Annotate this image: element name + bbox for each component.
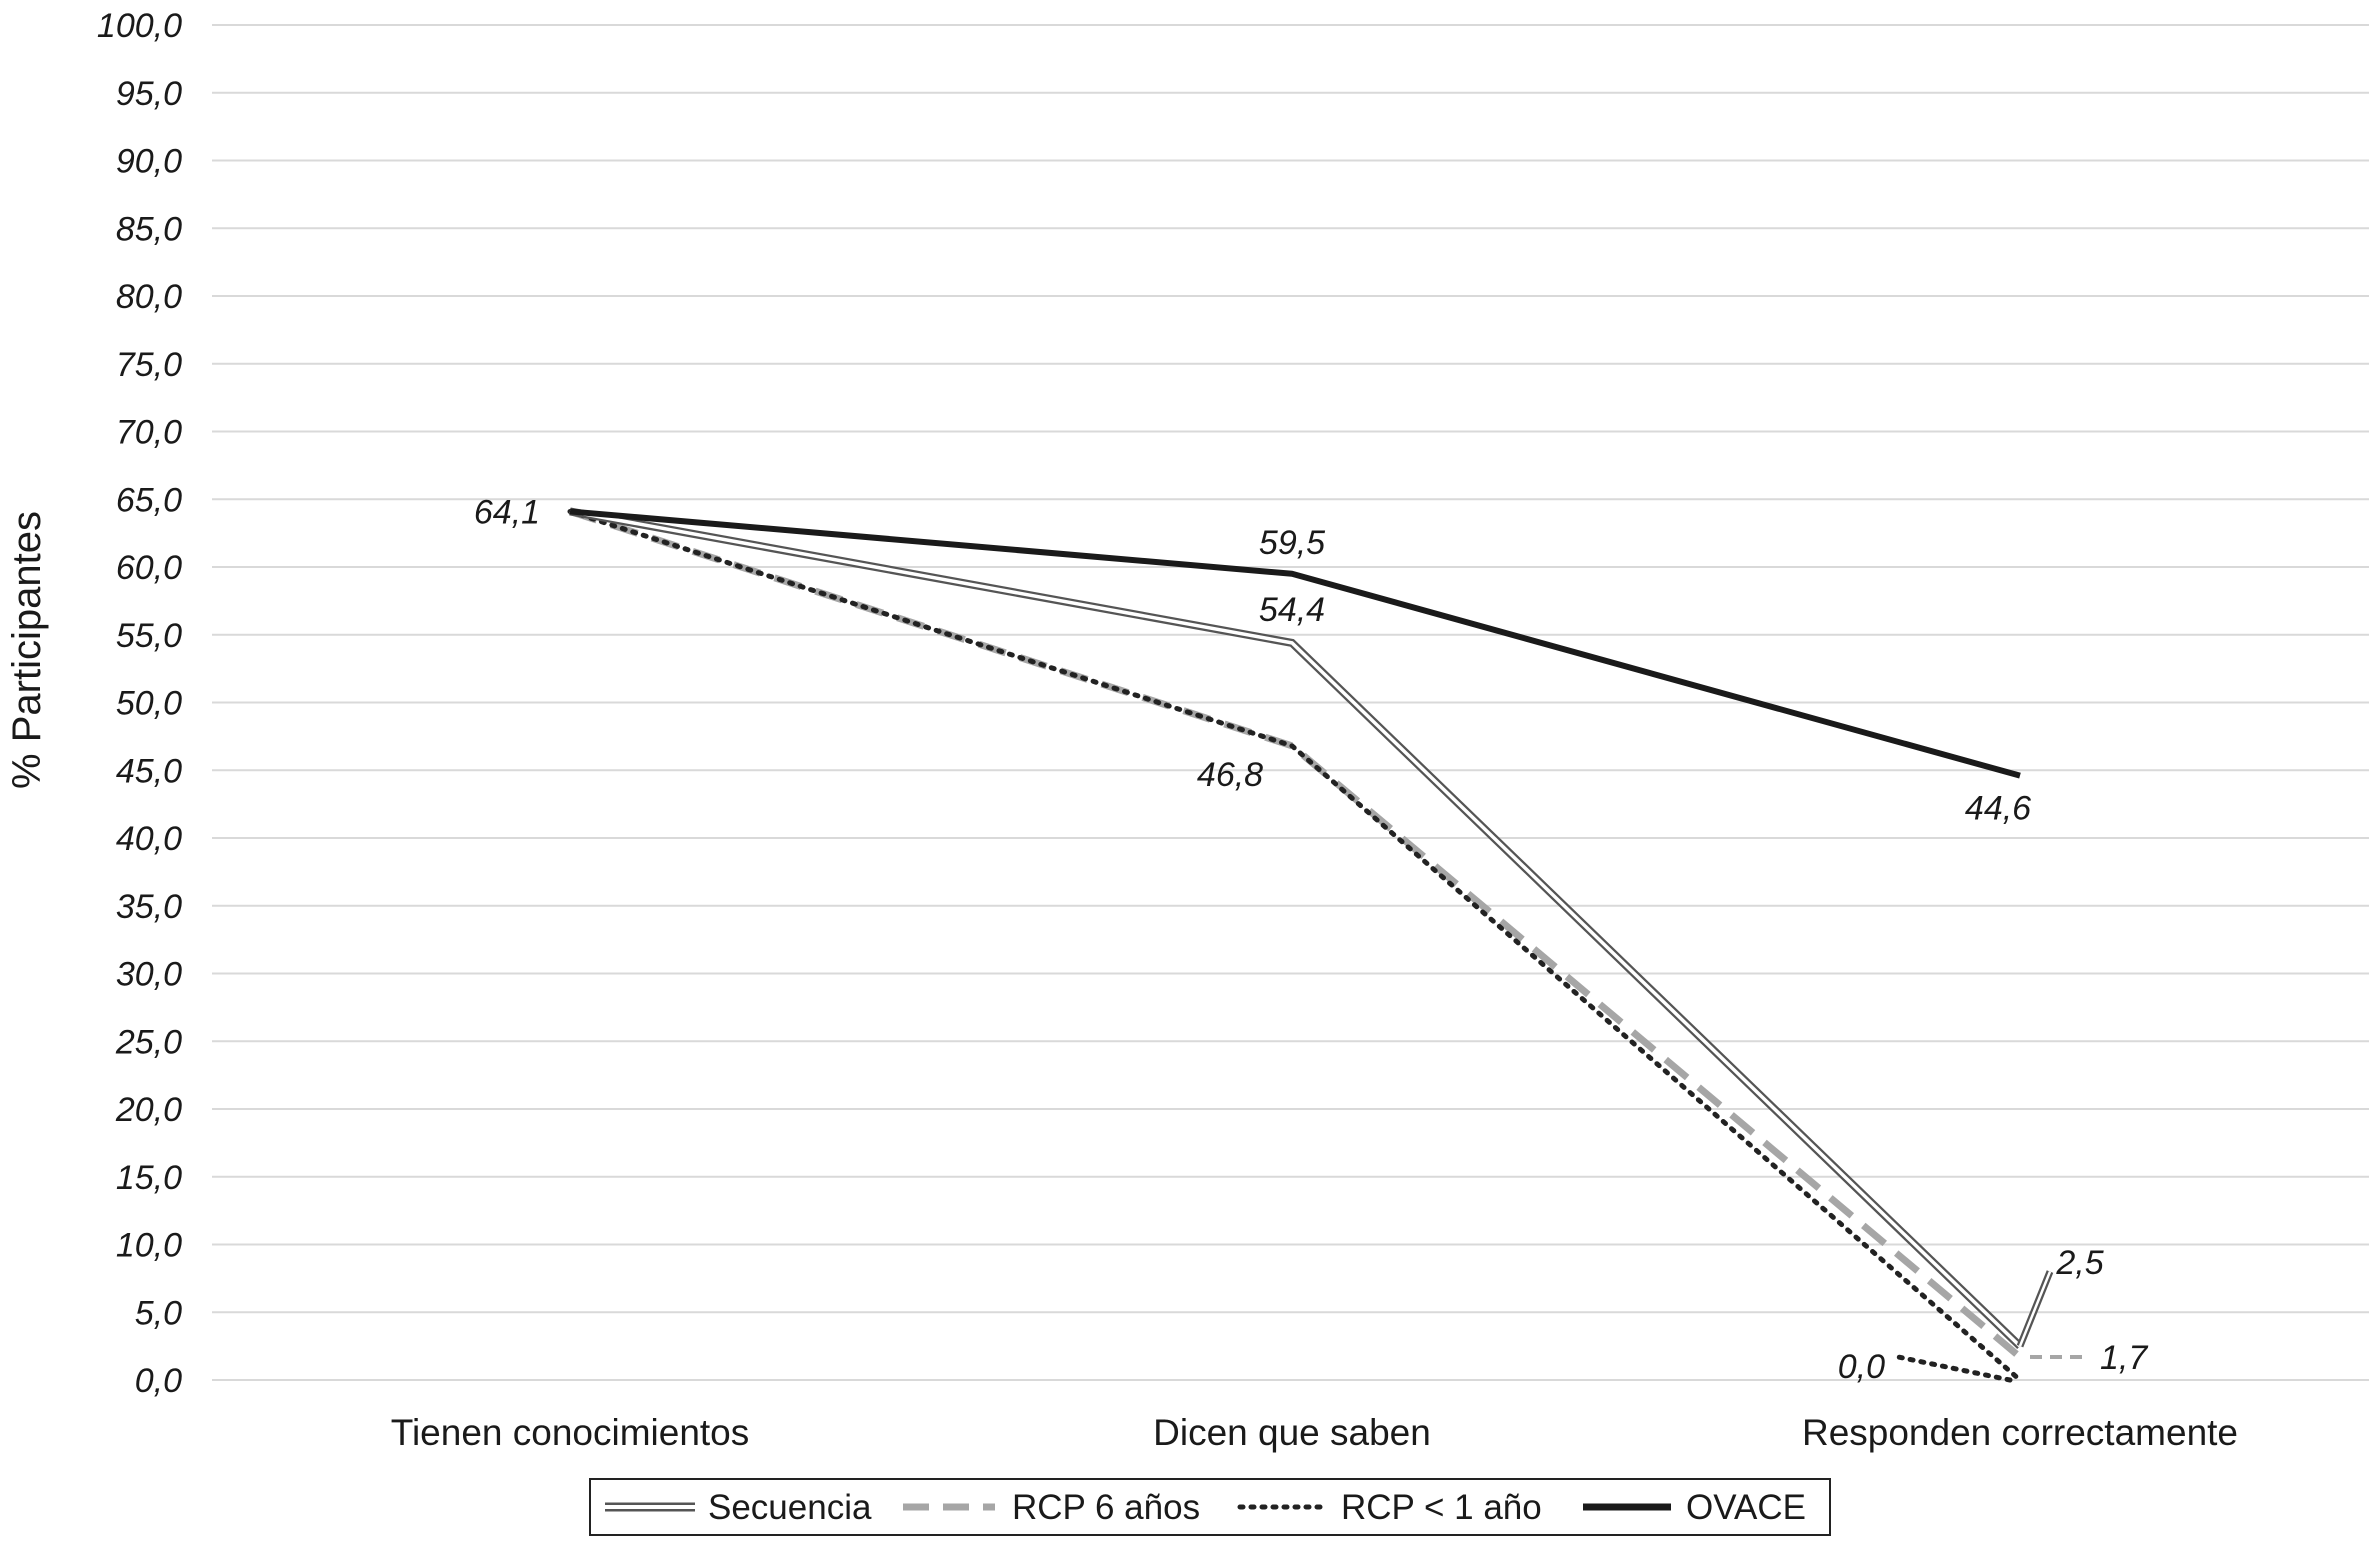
y-axis-ticks: 0,0 5,0 10,0 15,0 20,0 25,0 30,0 35,0 40,0 45,0 50… bbox=[97, 7, 182, 1400]
legend-item-rcp-1: RCP < 1 año bbox=[1237, 1488, 1542, 1527]
x-category-label: Tienen conocimientos bbox=[391, 1412, 750, 1453]
series-line-ovace bbox=[569, 508, 2021, 779]
legend-label-rcp-6: RCP 6 años bbox=[1012, 1488, 1200, 1527]
x-axis-categories: Tienen conocimientos Dicen que saben Respo… bbox=[391, 1412, 2238, 1453]
legend-item-ovace: OVACE bbox=[1583, 1488, 1806, 1527]
y-tick-label: 90,0 bbox=[116, 143, 182, 181]
series-lines bbox=[567, 507, 2090, 1383]
y-tick-label: 100,0 bbox=[97, 7, 182, 45]
series-line-rcp-1-a-o bbox=[567, 508, 2023, 1383]
legend: Secuencia RCP 6 años RCP < 1 año OVACE bbox=[589, 1478, 1831, 1536]
y-tick-label: 40,0 bbox=[116, 820, 182, 858]
y-tick-label: 15,0 bbox=[116, 1159, 182, 1197]
legend-item-rcp-6: RCP 6 años bbox=[903, 1488, 1200, 1527]
y-tick-label: 80,0 bbox=[116, 278, 182, 316]
y-tick-label: 60,0 bbox=[116, 549, 182, 587]
y-tick-label: 65,0 bbox=[116, 481, 182, 519]
y-tick-label: 10,0 bbox=[116, 1227, 182, 1265]
data-label: 64,1 bbox=[474, 493, 540, 531]
y-tick-label: 50,0 bbox=[116, 685, 182, 723]
x-category-label: Dicen que saben bbox=[1153, 1412, 1431, 1453]
series-line-rcp-6-a-os bbox=[568, 508, 2023, 1360]
data-label: 1,7 bbox=[2100, 1339, 2148, 1377]
gridlines bbox=[212, 24, 2369, 1381]
leader-line-secuencia-inner bbox=[2018, 1271, 2052, 1347]
y-tick-label: 25,0 bbox=[115, 1023, 182, 1061]
y-tick-label: 35,0 bbox=[116, 888, 182, 926]
x-category-label: Responden correctamente bbox=[1802, 1412, 2238, 1453]
legend-item-secuencia: Secuencia bbox=[605, 1488, 872, 1527]
y-axis-title: % Participantes bbox=[5, 511, 49, 789]
data-label: 46,8 bbox=[1197, 756, 1263, 794]
y-tick-label: 55,0 bbox=[116, 617, 182, 655]
leader-line-rcp-1 bbox=[1895, 1354, 2013, 1383]
legend-label-rcp-1: RCP < 1 año bbox=[1341, 1488, 1542, 1527]
y-tick-label: 95,0 bbox=[116, 75, 182, 113]
y-tick-label: 0,0 bbox=[135, 1362, 182, 1400]
data-label: 0,0 bbox=[1838, 1348, 1885, 1386]
y-tick-label: 20,0 bbox=[115, 1091, 182, 1129]
data-label: 59,5 bbox=[1259, 524, 1325, 562]
y-tick-label: 5,0 bbox=[135, 1294, 182, 1332]
data-labels: 64,1 59,5 54,4 46,8 44,6 2,5 1,7 0,0 bbox=[474, 493, 2149, 1386]
legend-label-secuencia: Secuencia bbox=[708, 1488, 872, 1527]
data-label: 44,6 bbox=[1965, 790, 2031, 828]
y-tick-label: 75,0 bbox=[116, 346, 182, 384]
series-line-secuencia bbox=[569, 507, 2023, 1350]
data-label: 2,5 bbox=[2055, 1244, 2103, 1282]
y-tick-label: 70,0 bbox=[116, 414, 182, 452]
series-line-inner-secuencia bbox=[569, 509, 2022, 1348]
data-label: 54,4 bbox=[1259, 591, 1325, 629]
y-tick-label: 85,0 bbox=[116, 210, 182, 248]
y-tick-label: 30,0 bbox=[116, 956, 182, 994]
legend-label-ovace: OVACE bbox=[1686, 1488, 1806, 1527]
y-tick-label: 45,0 bbox=[116, 752, 182, 790]
